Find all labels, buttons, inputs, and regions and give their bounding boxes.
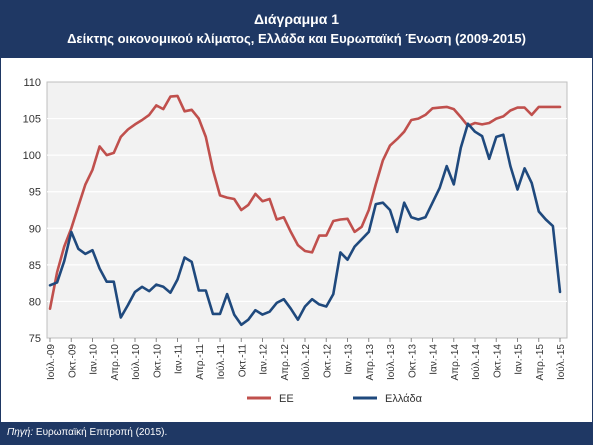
figure-title: Διάγραμμα 1 <box>253 11 340 27</box>
x-tick-label: Απρ.-12 <box>280 344 291 381</box>
series-line-ee <box>48 94 562 310</box>
y-tick-label: 95 <box>29 187 41 199</box>
x-tick-label: Ιούλ.-15 <box>555 344 567 380</box>
x-tick-label: Απρ.-15 <box>535 344 546 381</box>
x-tick-label: Ιούλ.-12 <box>300 344 312 380</box>
x-tick-label: Ιούλ.-10 <box>130 344 142 380</box>
plot-area <box>46 81 568 339</box>
x-tick-label: Ιούλ.-09 <box>45 344 57 380</box>
source-note: Πηγή: Ευρωπαϊκή Επιτροπή (2015). <box>7 427 167 438</box>
y-tick-label: 90 <box>29 223 41 235</box>
x-tick-label: Ιαν.-10 <box>89 344 100 375</box>
y-tick-label: 80 <box>29 296 41 308</box>
x-tick-label: Οκτ.-14 <box>492 344 503 378</box>
figure-subtitle: Δείκτης οικονομικού κλίματος, Ελλάδα και… <box>67 31 526 46</box>
y-tick-label: 75 <box>29 333 41 345</box>
source-label: Πηγή: <box>7 427 34 438</box>
x-tick-label: Ιαν.-13 <box>344 344 355 375</box>
y-tick-label: 110 <box>23 77 41 89</box>
legend-ee-label: ΕΕ <box>279 393 294 405</box>
y-tick-label: 100 <box>23 150 41 162</box>
x-tick-label: Οκτ.-09 <box>67 344 78 378</box>
x-tick-label: Ιούλ.-13 <box>385 344 397 380</box>
series-line-ellada <box>48 122 562 327</box>
x-tick-label: Ιαν.-14 <box>429 344 440 375</box>
x-tick-label: Ιαν.-11 <box>174 344 185 374</box>
x-tick-label: Οκτ.-13 <box>407 344 418 378</box>
x-tick-label: Οκτ.-11 <box>237 344 248 378</box>
x-tick-label: Ιαν.-15 <box>514 344 525 375</box>
y-tick-label: 105 <box>23 114 41 126</box>
figure-header: Διάγραμμα 1 Δείκτης οικονομικού κλίματος… <box>1 1 592 58</box>
x-tick-label: Ιούλ.-14 <box>470 344 482 380</box>
x-tick-label: Απρ.-10 <box>110 344 121 381</box>
x-tick-label: Απρ.-14 <box>450 344 461 381</box>
x-tick-label: Οκτ.-10 <box>152 344 163 378</box>
source-text: Ευρωπαϊκή Επιτροπή (2015). <box>35 427 168 438</box>
x-tick-label: Ιούλ.-11 <box>215 344 227 380</box>
x-tick-label: Ιαν.-12 <box>259 344 270 375</box>
y-tick-label: 85 <box>29 260 41 272</box>
line-chart: 75 80 85 90 95 100 105 110 Ιούλ.-09 Οκτ.-09 Ιαν.-… <box>23 77 568 405</box>
figure-footer: Πηγή: Ευρωπαϊκή Επιτροπή (2015). <box>1 422 592 444</box>
x-tick-label: Οκτ.-12 <box>322 344 333 378</box>
x-tick-label: Απρ.-11 <box>195 344 206 380</box>
legend-ellada-label: Ελλάδα <box>385 393 423 405</box>
x-tick-label: Απρ.-13 <box>365 344 376 381</box>
